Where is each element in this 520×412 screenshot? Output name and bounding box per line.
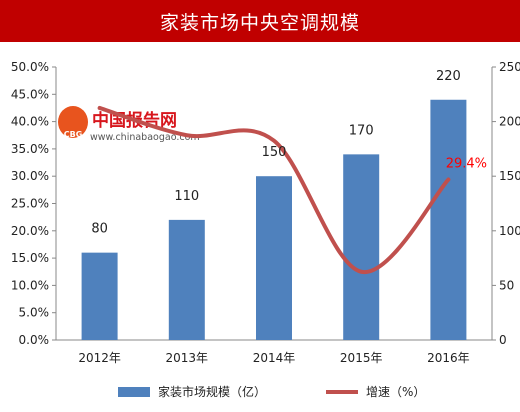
y-right-tick-label: 200 (499, 115, 520, 129)
y-left-tick-label: 5.0% (19, 306, 50, 320)
x-tick-label: 2012年 (78, 351, 121, 365)
growth-value-label: 29.4% (446, 156, 487, 171)
bar-value-label: 220 (436, 69, 461, 84)
bar (343, 154, 380, 340)
y-right-tick-label: 100 (499, 224, 520, 238)
watermark-badge-icon (58, 106, 88, 138)
bar-value-label: 80 (91, 222, 108, 237)
growth-point (99, 107, 101, 109)
legend: 家装市场规模（亿） 增速（%） (118, 384, 425, 399)
growth-point (273, 140, 275, 142)
y-left-tick-label: 50.0% (11, 60, 49, 74)
bar (430, 99, 467, 340)
bar-value-label: 150 (262, 145, 287, 160)
y-right-tick-label: 0 (499, 333, 507, 347)
y-left-tick-label: 20.0% (11, 224, 49, 238)
chart-title: 家装市场中央空调规模 (0, 0, 520, 42)
y-left-tick-label: 10.0% (11, 278, 49, 292)
x-tick-label: 2016年 (427, 351, 470, 365)
x-tick-label: 2013年 (166, 351, 209, 365)
growth-point (360, 271, 362, 273)
legend-label-line: 增速（%） (366, 385, 425, 399)
watermark-url: www.chinabaogao.com (90, 132, 200, 143)
bar (168, 219, 205, 340)
y-left-tick-label: 30.0% (11, 169, 49, 183)
bar (256, 176, 292, 340)
growth-point (186, 134, 188, 136)
y-right-tick-label: 150 (499, 169, 520, 183)
y-left-tick-label: 35.0% (11, 142, 49, 156)
y-left-tick-label: 45.0% (11, 87, 49, 101)
data-labels: 80 110 150 170 220 29.4% (91, 69, 487, 237)
axes: 0.0% 5.0% 10.0% 15.0% 20.0% 25.0% 30.0% 35.0% 40… (11, 60, 520, 365)
legend-label-bar: 家装市场规模（亿） (158, 384, 266, 399)
bars (81, 99, 467, 340)
bar (81, 252, 118, 340)
y-right-tick-label: 250 (499, 60, 520, 74)
growth-line (97, 105, 451, 274)
y-left-tick-label: 0.0% (19, 333, 50, 347)
y-left-tick-label: 40.0% (11, 115, 49, 129)
y-left-tick-label: 15.0% (11, 251, 49, 265)
y-right-tick-label: 50 (499, 278, 514, 292)
legend-swatch-bar (118, 387, 150, 397)
watermark-badge-text: CBG (64, 130, 83, 139)
x-tick-label: 2014年 (253, 351, 296, 365)
x-tick-label: 2015年 (340, 351, 383, 365)
bar-value-label: 110 (174, 189, 199, 204)
y-left-tick-label: 25.0% (11, 197, 49, 211)
bar-value-label: 170 (349, 123, 374, 138)
watermark-logo: CBG 中国报告网 www.chinabaogao.com (58, 106, 200, 143)
growth-point (447, 178, 449, 180)
growth-line-layer (97, 105, 451, 274)
